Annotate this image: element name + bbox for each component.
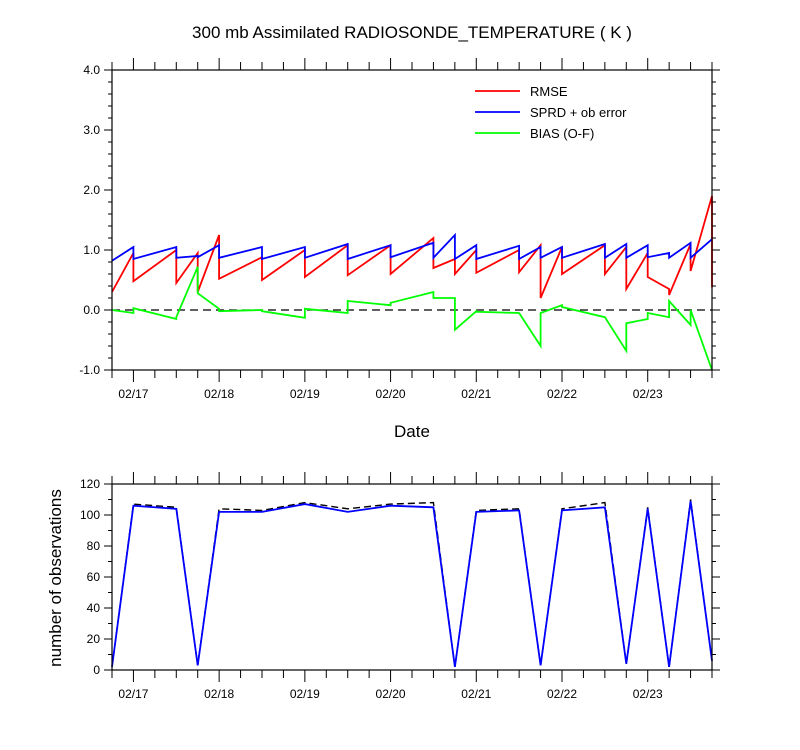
top-series-group (111, 195, 713, 371)
x-tick-label: 02/20 (376, 687, 406, 701)
top-chart: 300 mb Assimilated RADIOSONDE_TEMPERATUR… (79, 23, 720, 441)
y-tick-label: 4.0 (83, 63, 100, 77)
x-tick-label: 02/18 (204, 687, 234, 701)
y-tick-label: 0 (93, 663, 100, 677)
y-tick-label: 80 (87, 539, 101, 553)
x-tick-label: 02/19 (290, 387, 320, 401)
legend-label: BIAS (O-F) (530, 126, 594, 141)
x-tick-label: 02/22 (547, 387, 577, 401)
bottom-plot-frame (111, 483, 713, 671)
y-tick-label: 40 (87, 601, 101, 615)
y-tick-label: 3.0 (83, 123, 100, 137)
y-axis-title-observations: number of observations (46, 489, 65, 667)
y-tick-label: 1.0 (83, 243, 100, 257)
y-tick-label: 20 (87, 632, 101, 646)
series-line-bias-o-f (111, 266, 713, 371)
y-tick-label: 0.0 (83, 303, 100, 317)
bottom-chart: 0 20 40 60 80 100 120 02/17 02/18 02/19 02/20 02/21… (46, 472, 720, 701)
series-line-obs-possible (111, 499, 713, 667)
x-tick-label: 02/18 (204, 387, 234, 401)
x-tick-label: 02/23 (633, 687, 663, 701)
x-tick-label: 02/23 (633, 387, 663, 401)
legend-label: RMSE (530, 84, 568, 99)
bottom-axis-ticks: 0 20 40 60 80 100 120 02/17 02/18 02/19 02/20 02/21… (80, 472, 720, 701)
y-tick-label: -1.0 (79, 363, 100, 377)
x-tick-label: 02/19 (290, 687, 320, 701)
y-tick-label: 2.0 (83, 183, 100, 197)
x-tick-label: 02/17 (118, 387, 148, 401)
chart-title: 300 mb Assimilated RADIOSONDE_TEMPERATUR… (192, 23, 632, 42)
y-tick-label: 100 (80, 508, 100, 522)
x-axis-title: Date (394, 422, 430, 441)
series-line-obs-used (111, 500, 713, 668)
top-axis-ticks: -1.0 0.0 1.0 2.0 3.0 4.0 02/17 02/18 02/19 02/20 0… (79, 58, 720, 401)
bottom-series-group (111, 499, 713, 668)
x-tick-label: 02/21 (461, 387, 491, 401)
series-line-sprd-ob-error (111, 232, 713, 262)
x-tick-label: 02/22 (547, 687, 577, 701)
y-tick-label: 120 (80, 477, 100, 491)
y-tick-label: 60 (87, 570, 101, 584)
x-tick-label: 02/21 (461, 687, 491, 701)
x-tick-label: 02/20 (376, 387, 406, 401)
legend: RMSE SPRD + ob error BIAS (O-F) (475, 84, 627, 141)
series-line-rmse (111, 195, 713, 299)
legend-label: SPRD + ob error (530, 105, 627, 120)
x-tick-label: 02/17 (118, 687, 148, 701)
